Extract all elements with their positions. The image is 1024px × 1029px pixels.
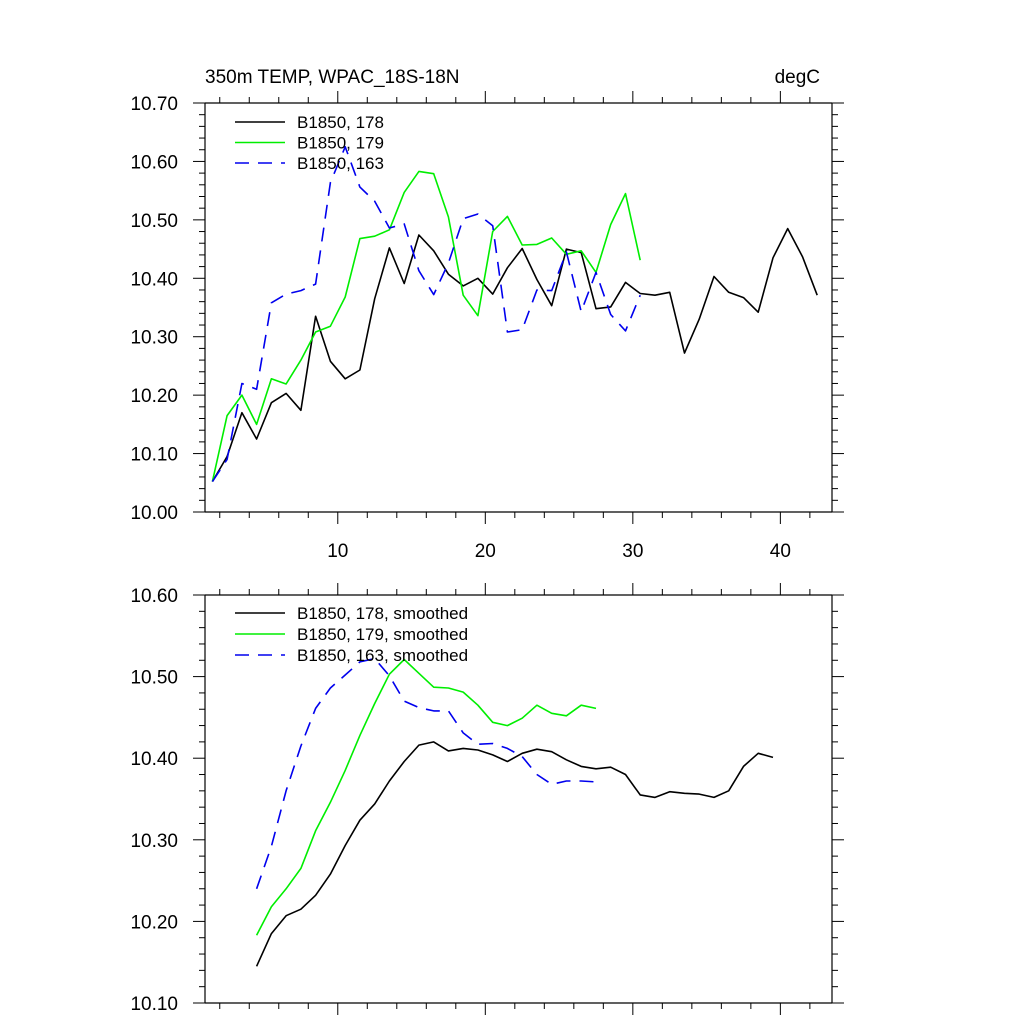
series-line-3 xyxy=(255,657,597,890)
legend: B1850, 178, smoothed B1850, 179, smoothed… xyxy=(235,604,468,665)
y-tick-label: 10.10 xyxy=(130,994,178,1015)
x-tick-label: 40 xyxy=(770,541,791,562)
y-tick-label: 10.30 xyxy=(130,328,178,349)
y-tick-label: 10.20 xyxy=(130,386,178,407)
legend-label-1: B1850, 178 xyxy=(297,113,384,132)
x-tick-label: 20 xyxy=(475,541,496,562)
series-line-1 xyxy=(211,227,818,483)
y-tick-label: 10.50 xyxy=(130,668,178,689)
y-tick-label: 10.60 xyxy=(130,152,178,173)
series-group xyxy=(211,146,818,483)
y-tick-label: 10.40 xyxy=(130,749,178,770)
y-axis-ticks: 10.10 10.20 10.30 10.40 10.50 10.60 xyxy=(130,586,844,1015)
x-tick-label: 10 xyxy=(327,541,348,562)
plot-frame xyxy=(204,594,833,1004)
series-line-3 xyxy=(211,146,641,483)
y-tick-label: 10.00 xyxy=(130,503,178,524)
series-line-1 xyxy=(255,741,774,967)
legend-label-3: B1850, 163 xyxy=(297,154,384,173)
y-tick-label: 10.20 xyxy=(130,912,178,933)
y-axis-ticks: 10.00 10.10 10.20 10.30 10.40 10.50 10.60 10.70 xyxy=(130,94,844,524)
legend-label-2: B1850, 179 xyxy=(297,134,384,153)
x-axis-ticks: 10 20 30 40 xyxy=(219,91,811,562)
x-axis-ticks xyxy=(219,583,811,1015)
panel-1: 10.00 10.10 10.20 10.30 10.40 10.50 10.60 10.70… xyxy=(130,67,844,562)
y-tick-label: 10.70 xyxy=(130,94,178,115)
units-label: degC xyxy=(775,67,820,88)
series-line-2 xyxy=(211,170,641,482)
legend-label-1: B1850, 178, smoothed xyxy=(297,604,468,623)
plot-frame xyxy=(204,102,833,513)
y-tick-label: 10.10 xyxy=(130,445,178,466)
y-tick-label: 10.60 xyxy=(130,586,178,607)
chart-title: 350m TEMP, WPAC_18S-18N xyxy=(205,67,460,88)
y-tick-label: 10.40 xyxy=(130,269,178,290)
y-tick-label: 10.30 xyxy=(130,831,178,852)
x-tick-label: 30 xyxy=(622,541,643,562)
legend-label-2: B1850, 179, smoothed xyxy=(297,625,468,644)
legend-label-3: B1850, 163, smoothed xyxy=(297,646,468,665)
panel-2: 10.10 10.20 10.30 10.40 10.50 10.60 B1850, 178… xyxy=(130,583,844,1015)
series-group xyxy=(255,657,774,967)
series-line-2 xyxy=(255,658,597,936)
y-tick-label: 10.50 xyxy=(130,211,178,232)
